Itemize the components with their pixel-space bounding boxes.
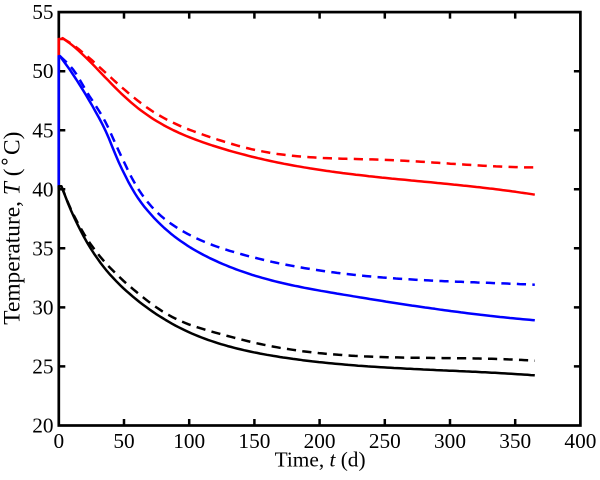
- svg-text:40: 40: [32, 177, 53, 201]
- svg-text:250: 250: [369, 429, 401, 453]
- svg-text:Time, t (d): Time, t (d): [275, 448, 366, 472]
- svg-text:400: 400: [564, 429, 596, 453]
- svg-text:30: 30: [32, 296, 53, 320]
- svg-text:C): C): [0, 132, 26, 155]
- svg-text:350: 350: [499, 429, 531, 453]
- svg-text:150: 150: [238, 429, 270, 453]
- svg-text:45: 45: [32, 118, 53, 142]
- svg-text:55: 55: [32, 0, 53, 24]
- svg-text:300: 300: [434, 429, 466, 453]
- svg-text:100: 100: [173, 429, 205, 453]
- svg-text:Temperature, T (: Temperature, T (: [0, 168, 26, 324]
- svg-text:200: 200: [304, 429, 336, 453]
- svg-text:25: 25: [32, 355, 53, 379]
- svg-text:50: 50: [113, 429, 134, 453]
- svg-text:50: 50: [32, 59, 53, 83]
- svg-text:20: 20: [32, 414, 53, 438]
- svg-text:0: 0: [53, 429, 64, 453]
- svg-text:35: 35: [32, 236, 53, 260]
